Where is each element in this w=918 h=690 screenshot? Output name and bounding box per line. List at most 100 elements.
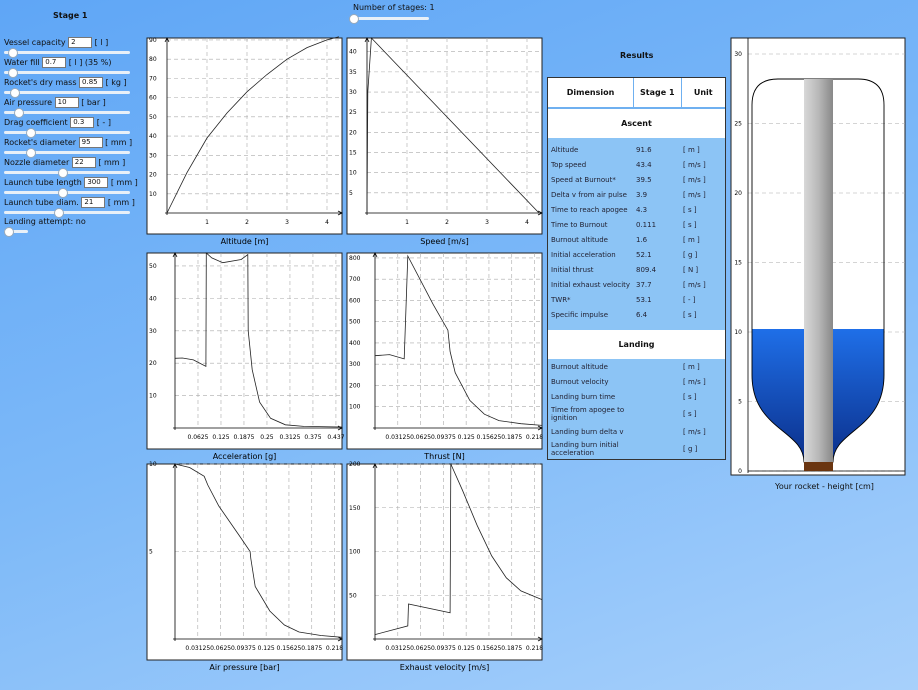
param-slider[interactable]	[4, 168, 130, 178]
y-tick-label: 25	[734, 121, 742, 128]
row-unit: [ g ]	[683, 445, 698, 453]
x-axis-label: Altitude [m]	[221, 237, 269, 246]
y-tick-label: 150	[349, 505, 361, 512]
slider-knob[interactable]	[8, 48, 18, 58]
x-tick-label: 0.218	[526, 645, 543, 652]
y-tick-label: 40	[349, 49, 357, 56]
param-row: Launch tube length 300 [ mm ]	[4, 177, 138, 188]
result-row: Landing burn delta v [ m/s ]	[548, 424, 725, 439]
slider-knob[interactable]	[14, 108, 24, 118]
param-slider[interactable]	[4, 208, 130, 218]
param-slider[interactable]	[4, 48, 130, 58]
param-slider[interactable]	[4, 88, 130, 98]
row-unit: [ - ]	[683, 295, 696, 304]
x-tick-label: 3	[285, 219, 289, 226]
x-tick-label: 0.0625	[410, 645, 431, 652]
slider-knob[interactable]	[10, 88, 20, 98]
nozzle	[804, 462, 833, 471]
param-input[interactable]: 22	[71, 157, 96, 168]
axis-arrow	[372, 463, 378, 469]
param-slider[interactable]	[4, 68, 130, 78]
slider-knob[interactable]	[58, 168, 68, 178]
row-value: 809.4	[636, 265, 657, 274]
curve	[174, 463, 343, 638]
param-unit: [ l ]	[94, 38, 109, 47]
result-row: Initial exhaust velocity 37.7 [ m/s ]	[548, 277, 725, 292]
result-row: Landing burn initial acceleration [ g ]	[548, 439, 725, 459]
plot-frame	[146, 252, 343, 450]
param-input[interactable]: 95	[78, 137, 103, 148]
plot-frame	[146, 463, 343, 661]
rocket-label: Your rocket - height [cm]	[775, 482, 874, 491]
result-row: Top speed 43.4 [ m/s ]	[548, 157, 725, 172]
axis-arrow	[337, 210, 343, 216]
param-input[interactable]: 0.7	[42, 57, 67, 68]
y-tick-label: 700	[349, 276, 361, 283]
param-row: Rocket's diameter 95 [ mm ]	[4, 137, 132, 148]
x-tick-label: 0.03125	[385, 645, 410, 652]
row-label: Landing burn time	[551, 392, 616, 401]
y-tick-label: 800	[349, 255, 361, 262]
result-row: Time from apogee to ignition [ s ]	[548, 404, 725, 424]
axis-arrow	[537, 636, 543, 642]
param-input[interactable]: 2	[68, 37, 93, 48]
y-tick-label: 0	[738, 468, 742, 475]
row-unit: [ m/s ]	[683, 280, 706, 289]
curve	[174, 252, 343, 428]
param-row: Nozzle diameter 22 [ mm ]	[4, 157, 125, 168]
slider-knob[interactable]	[54, 208, 64, 218]
section-title: Landing	[548, 330, 725, 359]
param-unit: [ mm ]	[110, 178, 138, 187]
axis-arrow	[537, 210, 543, 216]
param-slider[interactable]	[4, 148, 130, 158]
y-tick-label: 20	[349, 129, 357, 136]
row-unit: [ m/s ]	[683, 160, 706, 169]
stages-slider[interactable]	[349, 14, 429, 24]
param-row: Air pressure 10 [ bar ]	[4, 97, 106, 108]
param-row: Water fill 0.7 [ l ] (35 %)	[4, 57, 111, 68]
slider-knob[interactable]	[4, 227, 14, 237]
row-value: 43.4	[636, 160, 652, 169]
param-input[interactable]: 10	[54, 97, 79, 108]
slider-knob[interactable]	[26, 148, 36, 158]
param-slider[interactable]	[4, 108, 130, 118]
slider-knob[interactable]	[26, 128, 36, 138]
param-unit: [ mm ]	[98, 158, 126, 167]
slider-knob[interactable]	[58, 188, 68, 198]
y-tick-label: 400	[349, 340, 361, 347]
row-value: 39.5	[636, 175, 652, 184]
row-label: Speed at Burnout*	[551, 175, 616, 184]
row-label: Time to reach apogee	[551, 205, 628, 214]
param-row: Rocket's dry mass 0.85 [ kg ]	[4, 77, 127, 88]
param-input[interactable]: 21	[81, 197, 106, 208]
y-tick-label: 30	[734, 51, 742, 58]
curve	[374, 254, 543, 426]
row-unit: [ m/s ]	[683, 427, 706, 436]
param-input[interactable]: 0.85	[79, 77, 104, 88]
x-tick-label: 0.15625	[477, 434, 502, 441]
slider-knob[interactable]	[349, 14, 359, 24]
row-label: Initial thrust	[551, 265, 594, 274]
param-slider[interactable]	[4, 128, 130, 138]
param-slider[interactable]	[4, 188, 130, 198]
y-tick-label: 80	[149, 56, 157, 63]
param-input[interactable]: 0.3	[70, 117, 95, 128]
row-unit: [ s ]	[683, 220, 697, 229]
row-unit: [ s ]	[683, 392, 697, 401]
param-label: Drag coefficient	[4, 118, 68, 127]
row-unit: [ m ]	[683, 362, 700, 371]
row-label: Burnout altitude	[551, 235, 608, 244]
y-tick-label: 10	[349, 170, 357, 177]
row-label: Landing burn initial acceleration	[551, 441, 619, 457]
row-label: Time from apogee to ignition	[551, 406, 625, 422]
header-cell: Dimension	[548, 78, 635, 107]
param-input[interactable]: 300	[84, 177, 109, 188]
y-tick-label: 50	[349, 592, 357, 599]
result-row: TWR* 53.1 [ - ]	[548, 292, 725, 307]
landing-slider[interactable]	[4, 227, 28, 237]
x-tick-label: 0.09375	[431, 434, 456, 441]
x-tick-label: 0.1875	[233, 434, 254, 441]
row-unit: [ m ]	[683, 235, 700, 244]
curve	[374, 463, 543, 635]
slider-knob[interactable]	[8, 68, 18, 78]
